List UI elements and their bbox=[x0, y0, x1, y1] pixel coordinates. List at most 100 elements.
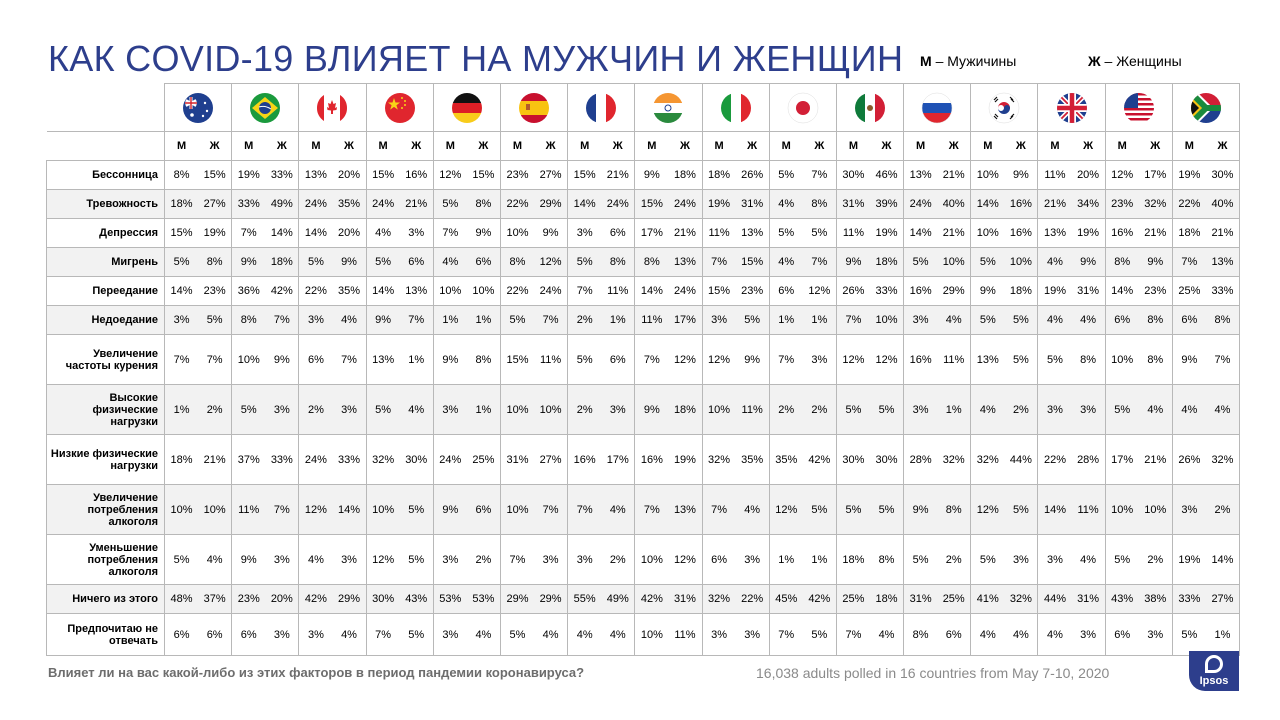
legend-women-key: Ж bbox=[1088, 53, 1101, 69]
women-value-cell: 6% bbox=[466, 247, 501, 277]
men-value-cell: 5% bbox=[164, 247, 199, 277]
men-value-cell: 15% bbox=[499, 334, 535, 385]
men-value-cell: 12% bbox=[768, 484, 803, 535]
japan-flag-icon bbox=[787, 92, 819, 123]
women-value-cell: 21% bbox=[1205, 218, 1240, 248]
row-label: Низкие физические нагрузки bbox=[46, 434, 165, 485]
men-value-cell: 6% bbox=[1104, 613, 1139, 656]
men-value-cell: 3% bbox=[1037, 534, 1072, 585]
men-value-cell: 11% bbox=[1037, 160, 1072, 190]
men-value-cell: 6% bbox=[164, 613, 199, 656]
men-value-cell: 5% bbox=[1171, 613, 1206, 656]
table-row: Высокие физические нагрузки 1% 2% 5% 3% 2% 3% 5… bbox=[46, 384, 1240, 435]
men-value-cell: 5% bbox=[164, 534, 199, 585]
women-value-cell: 29% bbox=[332, 584, 367, 614]
women-value-cell: 7% bbox=[534, 305, 569, 335]
women-value-cell: 3% bbox=[265, 534, 300, 585]
men-value-cell: 7% bbox=[634, 484, 669, 535]
men-value-cell: 23% bbox=[1104, 189, 1139, 219]
women-value-cell: 10% bbox=[466, 276, 501, 306]
country-header bbox=[231, 83, 300, 132]
men-value-cell: 14% bbox=[970, 189, 1005, 219]
men-value-cell: 4% bbox=[432, 247, 467, 277]
men-value-cell: 3% bbox=[432, 613, 467, 656]
women-value-cell: 14% bbox=[332, 484, 367, 535]
women-value-cell: 11% bbox=[937, 334, 972, 385]
women-value-cell: 3% bbox=[601, 384, 636, 435]
men-value-cell: 5% bbox=[835, 384, 870, 435]
men-value-cell: 7% bbox=[365, 613, 400, 656]
men-value-cell: 3% bbox=[903, 384, 938, 435]
men-value-cell: 4% bbox=[1037, 613, 1072, 656]
women-value-cell: 4% bbox=[399, 384, 434, 435]
women-value-cell: 7% bbox=[1205, 334, 1240, 385]
men-value-cell: 5% bbox=[567, 334, 602, 385]
women-value-cell: 4% bbox=[601, 484, 636, 535]
men-value-cell: 9% bbox=[970, 276, 1005, 306]
men-value-cell: 5% bbox=[499, 305, 535, 335]
women-value-cell: 3% bbox=[399, 218, 434, 248]
women-value-cell: 12% bbox=[869, 334, 905, 385]
women-value-cell: 2% bbox=[198, 384, 233, 435]
men-value-cell: 5% bbox=[1037, 334, 1072, 385]
men-value-cell: 5% bbox=[970, 534, 1005, 585]
women-value-cell: 2% bbox=[802, 384, 837, 435]
men-value-cell: 33% bbox=[1171, 584, 1206, 614]
men-value-cell: 6% bbox=[1104, 305, 1139, 335]
men-value-cell: 4% bbox=[768, 189, 803, 219]
men-value-cell: 7% bbox=[432, 218, 467, 248]
men-value-cell: 15% bbox=[634, 189, 669, 219]
country-header bbox=[365, 83, 434, 132]
legend-women: Ж – Женщины bbox=[1088, 53, 1182, 69]
country-header bbox=[432, 83, 501, 132]
men-header: М bbox=[970, 131, 1005, 161]
women-value-cell: 9% bbox=[735, 334, 770, 385]
row-label: Ничего из этого bbox=[46, 584, 165, 614]
women-value-cell: 4% bbox=[1004, 613, 1039, 656]
men-value-cell: 2% bbox=[567, 305, 602, 335]
women-value-cell: 13% bbox=[668, 484, 703, 535]
men-value-cell: 25% bbox=[1171, 276, 1206, 306]
women-value-cell: 32% bbox=[1138, 189, 1173, 219]
men-value-cell: 5% bbox=[970, 305, 1005, 335]
survey-note: 16,038 adults polled in 16 countries fro… bbox=[756, 665, 1110, 681]
country-header bbox=[567, 83, 636, 132]
men-value-cell: 18% bbox=[701, 160, 736, 190]
women-value-cell: 30% bbox=[399, 434, 434, 485]
men-value-cell: 2% bbox=[298, 384, 333, 435]
men-value-cell: 5% bbox=[970, 247, 1005, 277]
women-value-cell: 21% bbox=[937, 160, 972, 190]
women-value-cell: 10% bbox=[1138, 484, 1173, 535]
country-header bbox=[835, 83, 905, 132]
legend-men-key: М bbox=[920, 53, 932, 69]
men-value-cell: 2% bbox=[567, 384, 602, 435]
men-value-cell: 9% bbox=[231, 534, 266, 585]
women-value-cell: 37% bbox=[198, 584, 233, 614]
women-value-cell: 23% bbox=[735, 276, 770, 306]
men-value-cell: 21% bbox=[1037, 189, 1072, 219]
country-header bbox=[163, 83, 233, 132]
men-value-cell: 11% bbox=[634, 305, 669, 335]
women-value-cell: 4% bbox=[466, 613, 501, 656]
south-africa-flag-icon bbox=[1190, 92, 1221, 123]
women-value-cell: 8% bbox=[1138, 334, 1173, 385]
women-value-cell: 23% bbox=[198, 276, 233, 306]
men-value-cell: 3% bbox=[567, 534, 602, 585]
women-value-cell: 4% bbox=[1071, 534, 1106, 585]
women-value-cell: 14% bbox=[265, 218, 300, 248]
country-header bbox=[768, 83, 837, 132]
men-value-cell: 3% bbox=[164, 305, 199, 335]
women-value-cell: 9% bbox=[1004, 160, 1039, 190]
south-korea-flag-icon bbox=[989, 92, 1020, 123]
women-value-cell: 9% bbox=[265, 334, 300, 385]
women-value-cell: 16% bbox=[399, 160, 434, 190]
men-value-cell: 26% bbox=[835, 276, 870, 306]
women-value-cell: 3% bbox=[332, 534, 367, 585]
women-value-cell: 2% bbox=[1004, 384, 1039, 435]
men-value-cell: 5% bbox=[432, 189, 467, 219]
men-value-cell: 14% bbox=[365, 276, 400, 306]
men-value-cell: 10% bbox=[634, 613, 669, 656]
women-value-cell: 7% bbox=[534, 484, 569, 535]
men-value-cell: 5% bbox=[499, 613, 535, 656]
men-value-cell: 32% bbox=[701, 584, 736, 614]
